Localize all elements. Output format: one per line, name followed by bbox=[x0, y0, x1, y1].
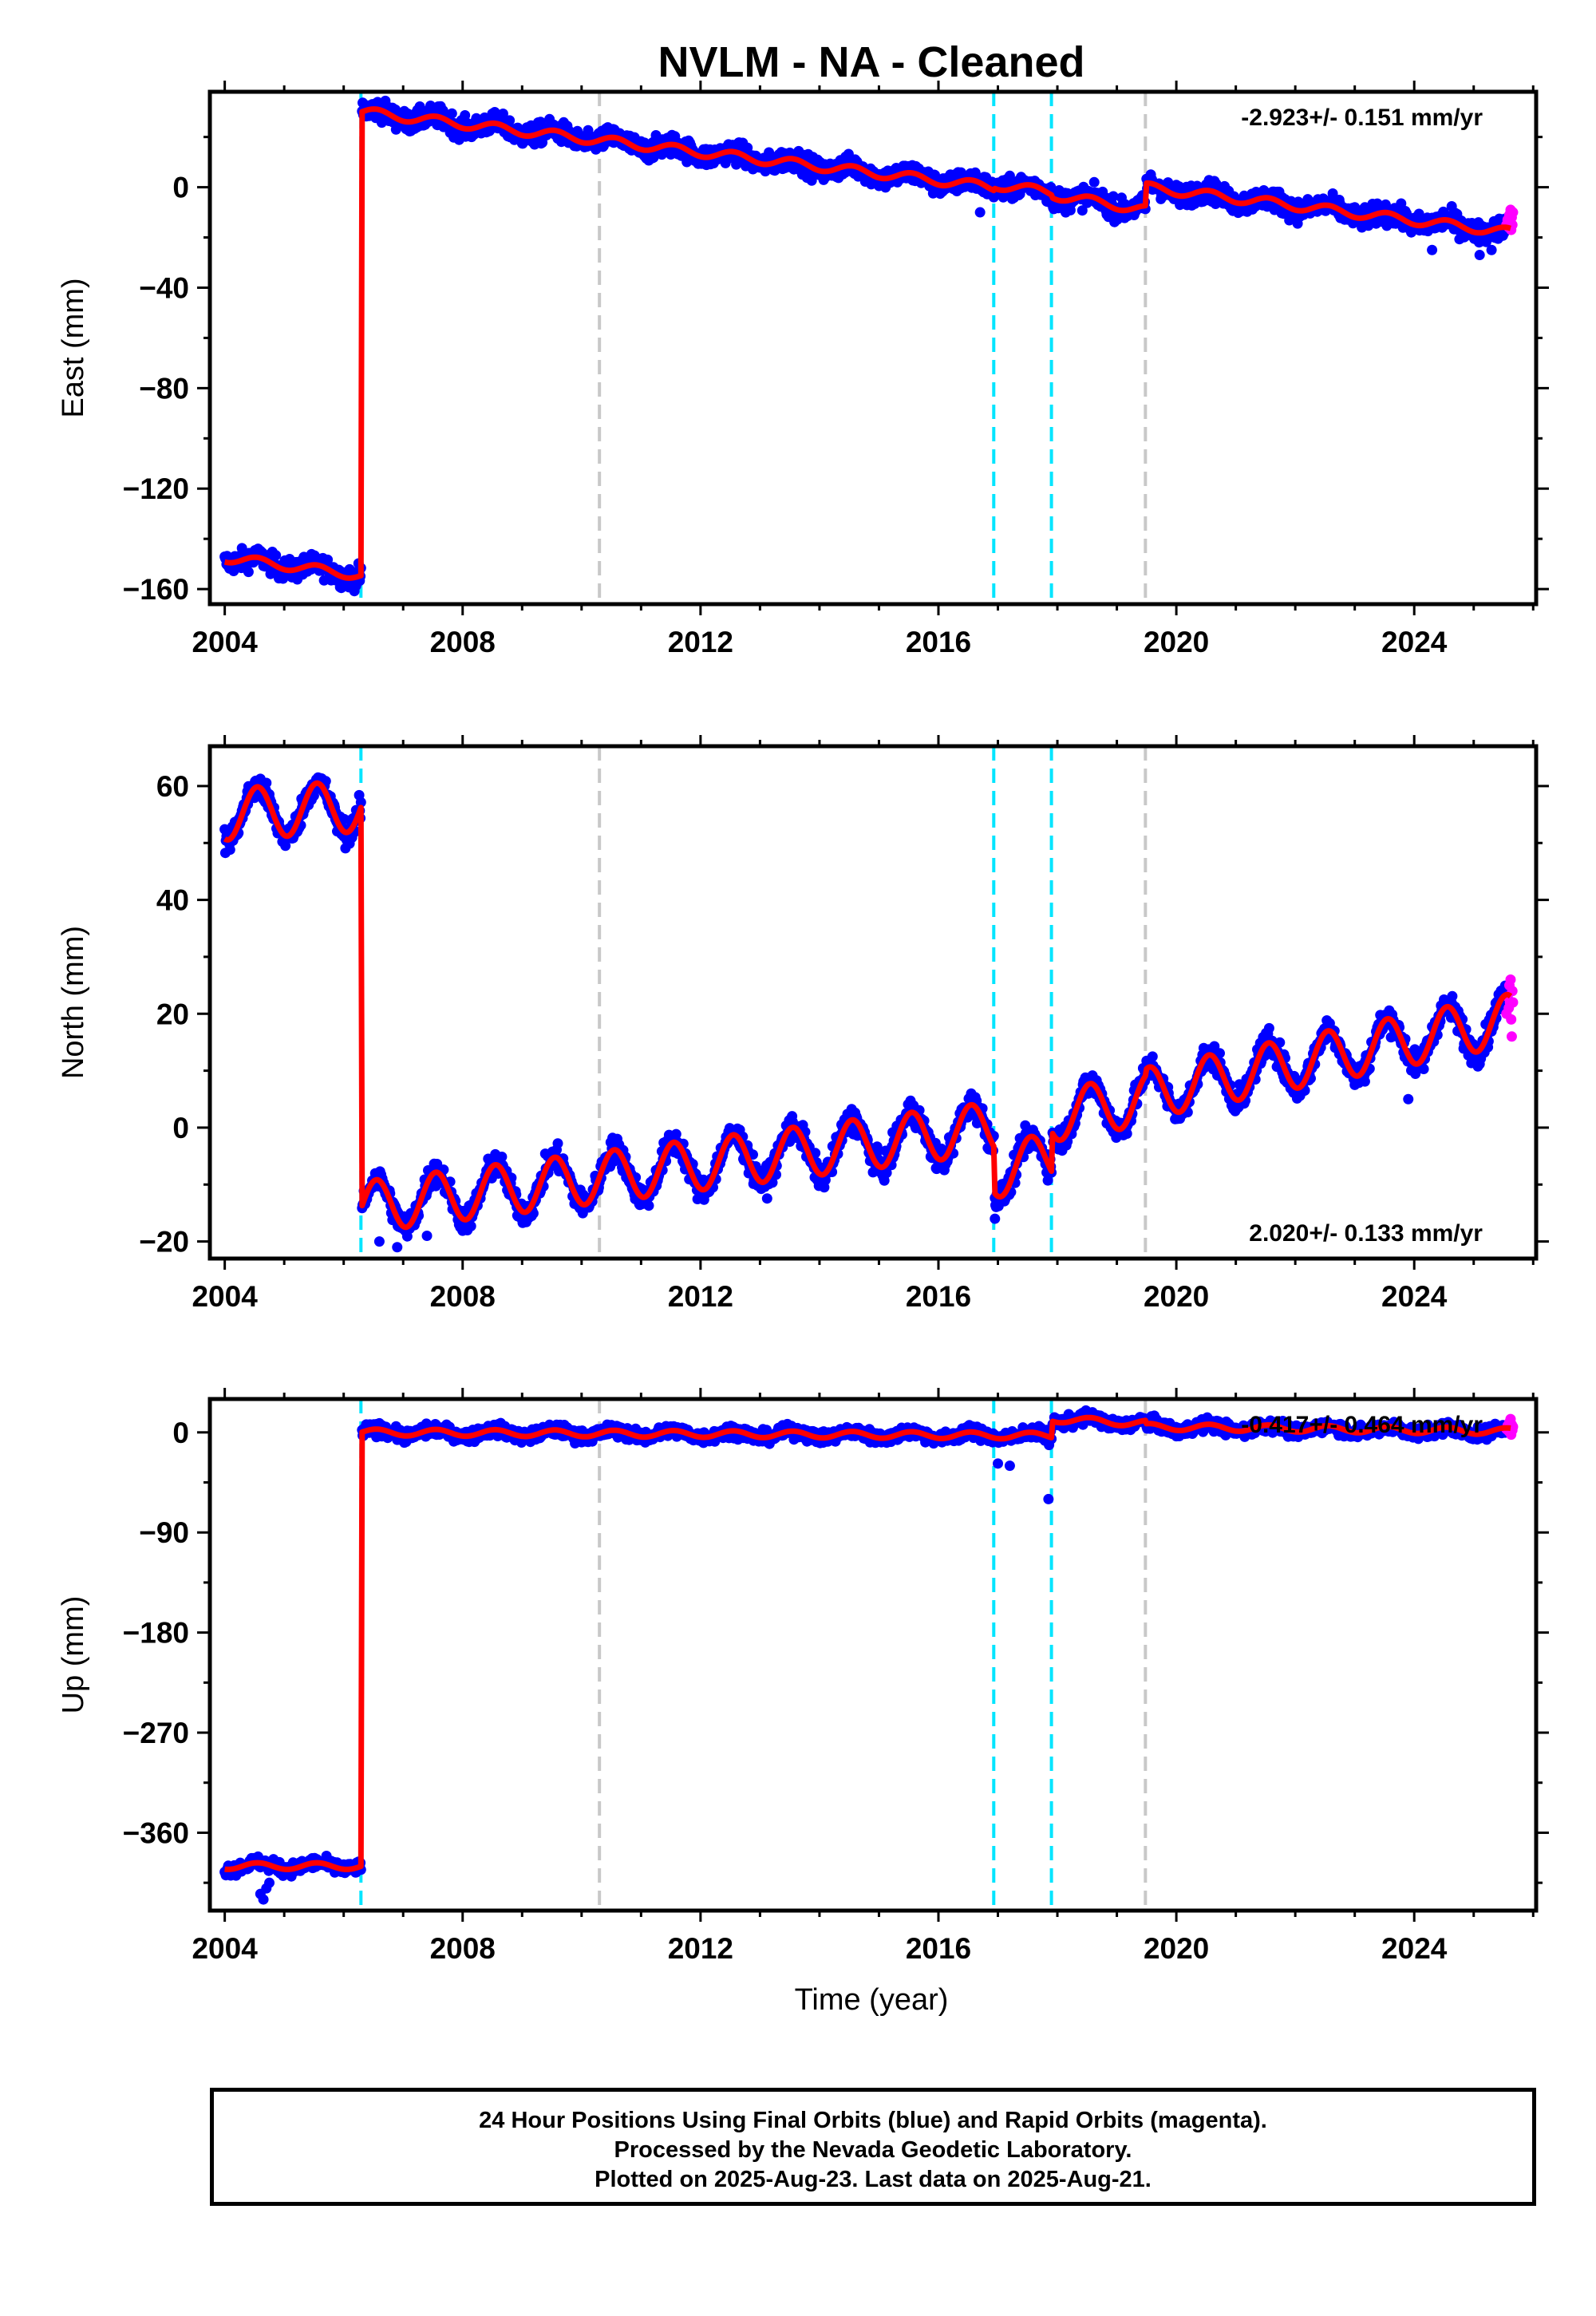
north-final-orbit-point bbox=[355, 796, 366, 808]
north-outlier-point bbox=[392, 1242, 403, 1253]
north-y-tick-label: 20 bbox=[156, 998, 189, 1030]
north-x-tick-label: 2024 bbox=[1381, 1280, 1448, 1313]
north-x-tick-label: 2004 bbox=[192, 1280, 258, 1313]
north-final-orbit-point bbox=[1263, 1022, 1274, 1034]
north-final-orbit-point bbox=[552, 1138, 563, 1149]
north-y-tick-label: 60 bbox=[156, 770, 189, 803]
east-final-orbit-point bbox=[243, 567, 254, 578]
north-x-tick-label: 2012 bbox=[668, 1280, 733, 1313]
north-x-tick-label: 2008 bbox=[430, 1280, 496, 1313]
east-y-axis-label: East (mm) bbox=[57, 278, 90, 417]
east-final-orbit-point bbox=[1088, 176, 1100, 188]
east-final-orbit-point bbox=[1108, 191, 1119, 202]
north-outlier-point bbox=[990, 1213, 1001, 1224]
north-final-orbit-point bbox=[496, 1152, 508, 1162]
east-final-orbit-points-segment-2 bbox=[357, 95, 999, 203]
east-y-tick-label: −80 bbox=[139, 372, 189, 405]
east-final-orbit-point bbox=[497, 109, 508, 119]
east-x-tick-label: 2024 bbox=[1381, 626, 1448, 658]
east-rate-label: -2.923+/- 0.151 mm/yr bbox=[1241, 105, 1483, 131]
east-final-orbit-point bbox=[504, 115, 516, 126]
east-x-tick-label: 2016 bbox=[906, 626, 971, 658]
north-rapid-orbit-point bbox=[1506, 1014, 1517, 1025]
east-outlier-points bbox=[974, 207, 1497, 261]
north-final-orbit-point bbox=[1447, 990, 1458, 1002]
north-outlier-point bbox=[421, 1230, 433, 1241]
east-final-orbit-point bbox=[1004, 170, 1015, 181]
north-x-tick-label: 2016 bbox=[906, 1280, 971, 1313]
north-outlier-point bbox=[1403, 1093, 1414, 1105]
east-y-tick-label: −160 bbox=[123, 573, 189, 606]
panel-up: 2004 2008 2012 2016 2020 2024−360−270−180−900… bbox=[57, 1388, 1549, 1965]
east-final-orbit-point bbox=[1077, 205, 1088, 216]
east-outlier-point bbox=[1486, 244, 1497, 255]
east-plot-area bbox=[219, 95, 1519, 597]
east-outlier-point bbox=[1474, 250, 1485, 261]
north-y-tick-label: 0 bbox=[172, 1112, 189, 1144]
north-final-orbit-points-segment-2 bbox=[357, 1088, 999, 1242]
north-final-orbit-point bbox=[643, 1200, 654, 1211]
east-x-tick-label: 2012 bbox=[668, 626, 733, 658]
panel-north: 2004 2008 2012 2016 2020 2024 −20 0 20 40 60 North … bbox=[57, 735, 1549, 1313]
up-plot-area bbox=[219, 1405, 1519, 1905]
east-plot-frame bbox=[207, 89, 1539, 607]
north-rate-label: 2.020+/- 0.133 mm/yr bbox=[1249, 1220, 1483, 1247]
panels-container: 2004 2008 2012 2016 2020 2024 −160 −120 −80 −40 0 E… bbox=[57, 81, 1549, 1965]
north-rapid-orbit-point bbox=[1506, 1031, 1517, 1042]
north-y-tick-label: 40 bbox=[156, 884, 189, 917]
north-x-tick-label: 2020 bbox=[1144, 1280, 1209, 1313]
north-final-orbit-point bbox=[465, 1220, 476, 1231]
chart-title: NVLM - NA - Cleaned bbox=[658, 38, 1084, 86]
north-y-axis-label: North (mm) bbox=[57, 926, 90, 1079]
north-final-orbit-point bbox=[280, 840, 291, 852]
north-plot-area bbox=[219, 772, 1519, 1253]
east-y-tick-label: −120 bbox=[123, 472, 189, 505]
east-y-tick-label: 0 bbox=[172, 172, 189, 204]
north-final-orbit-point bbox=[261, 777, 272, 788]
panel-east: 2004 2008 2012 2016 2020 2024 −160 −120 −80 −40 0 E… bbox=[57, 81, 1549, 658]
east-rapid-orbit-point bbox=[1507, 207, 1519, 218]
east-final-orbit-point bbox=[1396, 198, 1407, 209]
north-plot-frame bbox=[207, 744, 1539, 1261]
north-final-orbit-point bbox=[670, 1128, 681, 1140]
east-final-orbit-point bbox=[271, 550, 282, 561]
north-final-orbit-point bbox=[224, 844, 235, 856]
east-x-tick-label: 2020 bbox=[1144, 626, 1209, 658]
east-final-orbit-points-segment-5 bbox=[1141, 169, 1512, 248]
east-y-tick-label: −40 bbox=[139, 271, 189, 304]
north-final-orbit-point bbox=[1359, 1076, 1370, 1087]
north-rapid-orbit-point bbox=[1505, 974, 1516, 985]
east-x-tick-label: 2004 bbox=[192, 626, 258, 658]
east-outlier-point bbox=[974, 207, 986, 218]
north-outlier-point bbox=[373, 1236, 385, 1247]
east-x-tick-label: 2008 bbox=[430, 626, 496, 658]
north-final-orbit-point bbox=[761, 1193, 772, 1204]
east-model-fit-line bbox=[223, 106, 1512, 581]
north-final-orbit-point bbox=[1147, 1051, 1158, 1062]
north-final-orbit-points-segment-5 bbox=[1141, 980, 1512, 1124]
north-y-tick-label: −20 bbox=[139, 1226, 189, 1259]
east-final-orbit-point bbox=[446, 108, 457, 119]
north-rapid-orbit-point bbox=[1507, 997, 1519, 1008]
east-outlier-point bbox=[1427, 244, 1438, 255]
